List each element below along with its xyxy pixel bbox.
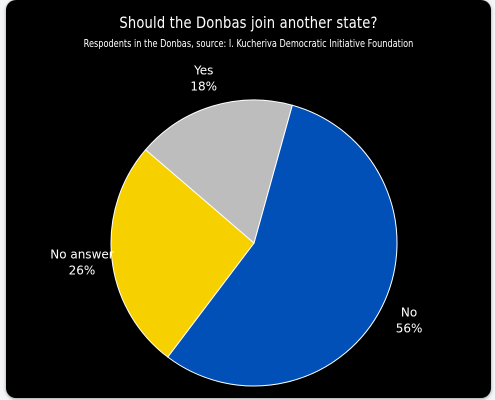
pie-slice-no-answer <box>110 149 255 358</box>
pie-slice-no <box>167 104 398 387</box>
slice-label-no: No 56% <box>396 306 423 336</box>
slice-label-no-answer: No answer 26% <box>50 247 114 277</box>
chart-subtitle: Respodents in the Donbas, source: I. Kuc… <box>83 38 414 50</box>
pie-slice-yes <box>144 99 293 244</box>
chart-card: Should the Donbas join another state? Re… <box>6 0 491 398</box>
slice-label-yes: Yes 18% <box>190 63 217 93</box>
chart-title: Should the Donbas join another state? <box>119 13 378 32</box>
pie-chart: No 56% No answer 26% Yes 18% <box>50 63 423 387</box>
